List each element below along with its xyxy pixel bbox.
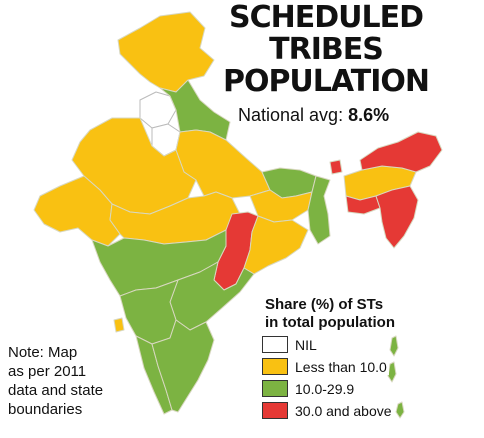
region-goa: [113, 317, 125, 333]
national-average-value: 8.6%: [348, 105, 390, 125]
legend-label-nil: NIL: [293, 336, 319, 353]
note-line-4: boundaries: [8, 401, 83, 418]
national-average-label: National avg:: [238, 105, 344, 125]
legend-title-line-1: Share (%) of STs: [265, 296, 384, 313]
legend-swatch-nil: [262, 336, 288, 353]
note-line-3: data and state: [8, 382, 104, 399]
region-gujarat: [33, 175, 121, 247]
region-northeast-south: [375, 185, 419, 249]
map-title: SCHEDULED TRIBES POPULATION: [176, 2, 476, 98]
title-line-2: POPULATION: [222, 64, 430, 99]
note-line-1: Note: Map: [8, 344, 78, 361]
region-punjab: [139, 91, 177, 129]
legend: Share (%) of STs in total population NIL…: [262, 295, 442, 421]
national-average: National avg: 8.6%: [238, 105, 389, 126]
legend-item-low: Less than 10.0: [262, 356, 442, 377]
region-andaman: [389, 335, 399, 357]
legend-item-high: 30.0 and above: [262, 400, 442, 421]
title-line-1: SCHEDULED TRIBES: [229, 0, 424, 67]
legend-title-line-2: in total population: [265, 314, 395, 331]
note-line-2: as per 2011: [8, 363, 87, 380]
legend-swatch-low: [262, 358, 288, 375]
legend-label-mid: 10.0-29.9: [293, 380, 357, 397]
legend-title: Share (%) of STs in total population: [262, 295, 442, 333]
region-odisha: [243, 215, 309, 275]
region-arunachal: [359, 131, 443, 173]
region-jammu-kashmir: [117, 11, 215, 93]
region-tamil-nadu: [151, 319, 215, 413]
legend-swatch-mid: [262, 380, 288, 397]
region-nicobar: [395, 401, 405, 419]
legend-label-high: 30.0 and above: [293, 402, 394, 419]
legend-item-nil: NIL: [262, 334, 442, 355]
legend-item-mid: 10.0-29.9: [262, 378, 442, 399]
map-note: Note: Map as per 2011 data and state bou…: [8, 343, 128, 419]
region-maharashtra: [91, 229, 227, 297]
region-sikkim: [329, 159, 343, 175]
legend-label-low: Less than 10.0: [293, 358, 389, 375]
region-west-bengal: [307, 175, 331, 245]
legend-swatch-high: [262, 402, 288, 419]
